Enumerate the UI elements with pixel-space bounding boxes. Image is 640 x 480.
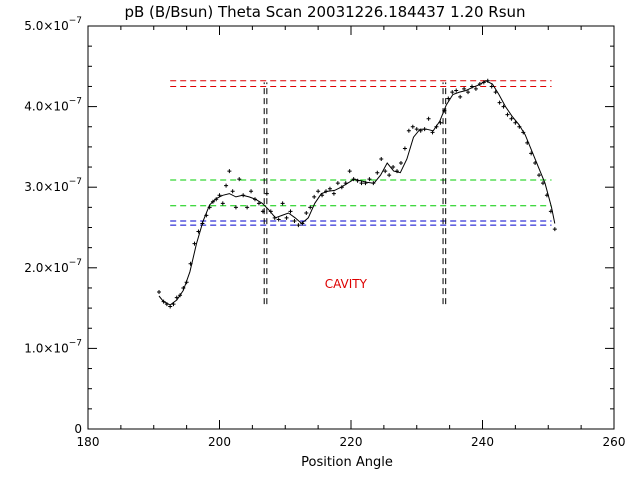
data-point <box>260 209 265 214</box>
data-point <box>359 181 364 186</box>
y-tick-label: 3.0×10−7 <box>24 177 82 194</box>
data-point <box>347 169 352 174</box>
data-point <box>284 215 289 220</box>
y-tick-label: 5.0×10−7 <box>24 16 82 33</box>
data-point <box>220 201 225 206</box>
data-point <box>192 241 197 246</box>
data-point <box>379 156 384 161</box>
x-tick-label: 200 <box>208 435 231 449</box>
data-point <box>505 112 510 117</box>
data-point <box>383 169 388 174</box>
data-point <box>406 128 411 133</box>
annotations: CAVITY <box>325 277 368 291</box>
data-point <box>256 201 261 206</box>
data-point <box>509 116 514 121</box>
x-tick-label: 240 <box>471 435 494 449</box>
x-tick-label: 220 <box>340 435 363 449</box>
x-axis-ticks: 180 200 220 240 260 <box>77 26 626 449</box>
chart-title: pB (B/Bsun) Theta Scan 20031226.184437 1… <box>124 3 525 21</box>
data-point <box>466 90 471 95</box>
y-tick-label: 1.0×10−7 <box>24 338 82 355</box>
data-point <box>501 104 506 109</box>
data-point <box>245 205 250 210</box>
data-point <box>446 96 451 101</box>
data-point <box>367 177 372 182</box>
reference-lines <box>170 80 552 226</box>
data-point <box>513 120 518 125</box>
y-tick-label: 4.0×10−7 <box>24 97 82 114</box>
data-point <box>450 90 455 95</box>
data-point <box>473 86 478 91</box>
data-point <box>331 191 336 196</box>
data-point <box>391 165 396 170</box>
smoothed-series-line <box>158 80 556 306</box>
data-point <box>414 127 419 132</box>
data-point <box>489 84 494 89</box>
data-point <box>312 194 317 199</box>
data-point <box>157 289 162 294</box>
data-point <box>387 173 392 178</box>
data-point <box>233 205 238 210</box>
y-tick-label: 0 <box>74 422 82 436</box>
data-point <box>280 201 285 206</box>
data-point <box>398 161 403 166</box>
cavity-label: CAVITY <box>325 277 368 291</box>
data-point <box>276 217 281 222</box>
data-point <box>316 189 321 194</box>
data-point <box>454 88 459 93</box>
data-series <box>157 78 557 309</box>
x-axis-title: Position Angle <box>301 455 393 470</box>
data-point <box>335 181 340 186</box>
data-point <box>375 170 380 175</box>
data-point <box>296 223 301 228</box>
data-point <box>227 169 232 174</box>
data-point <box>458 94 463 99</box>
data-point <box>537 173 542 178</box>
data-point <box>224 183 229 188</box>
data-point <box>426 116 431 121</box>
data-point <box>304 210 309 215</box>
data-point <box>552 227 557 232</box>
data-point <box>402 146 407 151</box>
x-tick-label: 180 <box>77 435 100 449</box>
y-axis-ticks: 0 1.0×10−7 2.0×10−7 3.0×10−7 4.0×10−7 5.0×10−… <box>24 16 614 436</box>
data-point <box>292 219 297 224</box>
data-point <box>540 181 545 186</box>
data-point <box>249 189 254 194</box>
y-tick-label: 2.0×10−7 <box>24 258 82 275</box>
data-point <box>237 177 242 182</box>
data-point <box>497 100 502 105</box>
data-point <box>462 86 467 91</box>
data-point <box>410 124 415 129</box>
x-tick-label: 260 <box>603 435 626 449</box>
data-point <box>230 189 235 194</box>
data-point <box>327 186 332 191</box>
data-point <box>308 205 313 210</box>
data-point <box>264 191 269 196</box>
cavity-boundary-lines <box>263 82 447 305</box>
data-point <box>288 209 293 214</box>
